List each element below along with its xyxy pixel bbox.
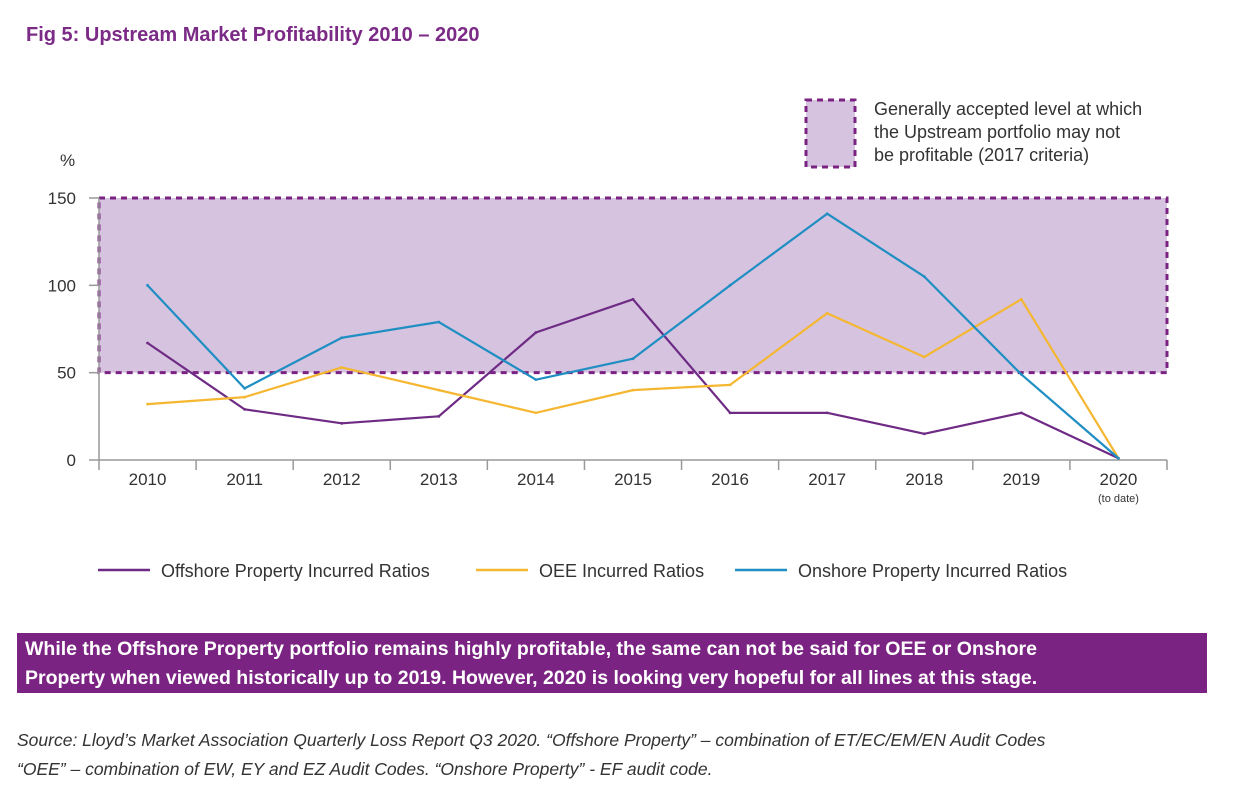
y-tick-label: 150 (48, 189, 76, 208)
y-tick-label: 50 (57, 364, 76, 383)
x-tick-label: 2020 (1100, 470, 1138, 489)
y-tick-label: 0 (67, 451, 76, 470)
data-point (825, 311, 829, 315)
data-point (146, 402, 149, 406)
x-tick-sublabel: (to date) (1098, 493, 1139, 505)
data-point (146, 341, 149, 345)
data-point (631, 297, 635, 301)
x-tick-label: 2019 (1002, 470, 1040, 489)
data-point (922, 355, 926, 359)
data-point (922, 432, 926, 436)
band-legend-line: the Upstream portfolio may not (874, 122, 1120, 142)
data-point (1019, 297, 1023, 301)
data-point (437, 388, 441, 392)
band-legend-line: Generally accepted level at which (874, 99, 1142, 119)
source-line-2: “OEE” – combination of EW, EY and EZ Aud… (17, 759, 713, 779)
line-chart: Generally accepted level at which the Ups… (48, 98, 1169, 581)
takeaway-line-2: Property when viewed historically up to … (25, 667, 1038, 689)
band-legend-line: be profitable (2017 criteria) (874, 145, 1089, 165)
x-tick-label: 2010 (129, 470, 167, 489)
data-point (631, 388, 635, 392)
x-tick-label: 2013 (420, 470, 458, 489)
legend-label: OEE Incurred Ratios (539, 561, 704, 581)
takeaway-box: While the Offshore Property portfolio re… (17, 633, 1207, 693)
x-tick-label: 2016 (711, 470, 749, 489)
source-note: Source: Lloyd’s Market Association Quart… (17, 726, 1237, 784)
data-point (728, 383, 732, 387)
legend-label: Offshore Property Incurred Ratios (161, 561, 430, 581)
data-point (437, 414, 441, 418)
data-point (728, 283, 732, 287)
data-point (922, 275, 926, 278)
data-point (534, 411, 538, 415)
x-tick-label: 2015 (614, 470, 652, 489)
data-point (825, 411, 829, 415)
data-point (146, 283, 149, 287)
data-point (243, 386, 247, 390)
y-tick-label: 100 (48, 276, 76, 295)
x-tick-label: 2011 (226, 470, 263, 489)
x-tick-label: 2012 (323, 470, 361, 489)
x-tick-label: 2018 (905, 470, 943, 489)
x-tick-label: 2014 (517, 470, 555, 489)
takeaway-line-1: While the Offshore Property portfolio re… (25, 638, 1037, 660)
band-legend-swatch (804, 98, 857, 169)
source-line-1: Source: Lloyd’s Market Association Quart… (17, 730, 1046, 750)
data-point (1117, 456, 1120, 460)
legend-label: Onshore Property Incurred Ratios (798, 561, 1067, 581)
y-axis-label: % (60, 151, 75, 170)
data-point (437, 320, 441, 324)
data-point (340, 336, 344, 340)
data-point (1019, 373, 1023, 376)
data-point (243, 407, 247, 411)
x-tick-label: 2017 (808, 470, 846, 489)
unprofitable-band (97, 196, 1169, 375)
data-point (534, 378, 538, 382)
data-point (340, 421, 344, 425)
data-point (631, 357, 635, 361)
data-point (825, 212, 829, 216)
data-point (243, 395, 247, 399)
data-point (340, 366, 344, 369)
data-point (534, 331, 538, 334)
data-point (1019, 411, 1023, 415)
data-point (728, 411, 732, 415)
chart-title: Fig 5: Upstream Market Profitability 201… (26, 24, 480, 46)
